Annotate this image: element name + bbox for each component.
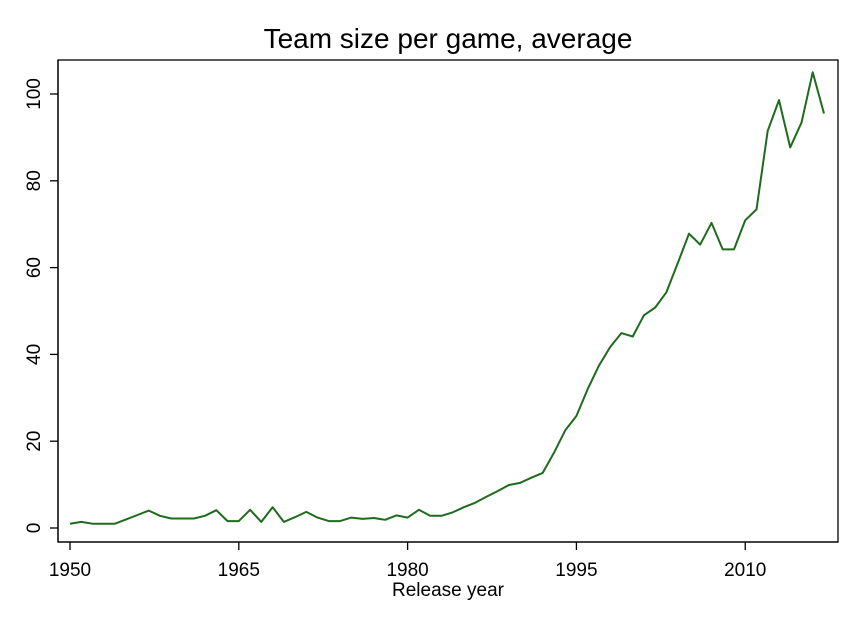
chart-title: Team size per game, average bbox=[264, 23, 633, 54]
y-axis-ticks: 0 20 40 60 80 100 bbox=[24, 78, 58, 533]
plot-frame bbox=[57, 59, 839, 543]
x-tick-label: 1980 bbox=[386, 560, 428, 581]
y-tick-label: 60 bbox=[24, 257, 45, 278]
series-group bbox=[69, 71, 825, 525]
series-line bbox=[69, 71, 825, 525]
x-tick-label: 1965 bbox=[218, 560, 260, 581]
x-axis-label: Release year bbox=[392, 580, 505, 601]
y-tick-label: 80 bbox=[24, 170, 45, 191]
x-tick-label: 2010 bbox=[724, 560, 766, 581]
x-tick-label: 1995 bbox=[555, 560, 597, 581]
y-tick-label: 100 bbox=[24, 78, 45, 110]
y-tick-label: 20 bbox=[24, 431, 45, 452]
y-tick-label: 0 bbox=[24, 523, 45, 534]
y-tick-label: 40 bbox=[24, 344, 45, 365]
x-tick-label: 1950 bbox=[49, 560, 91, 581]
x-axis-ticks: 1950 1965 1980 1995 2010 bbox=[49, 542, 766, 581]
